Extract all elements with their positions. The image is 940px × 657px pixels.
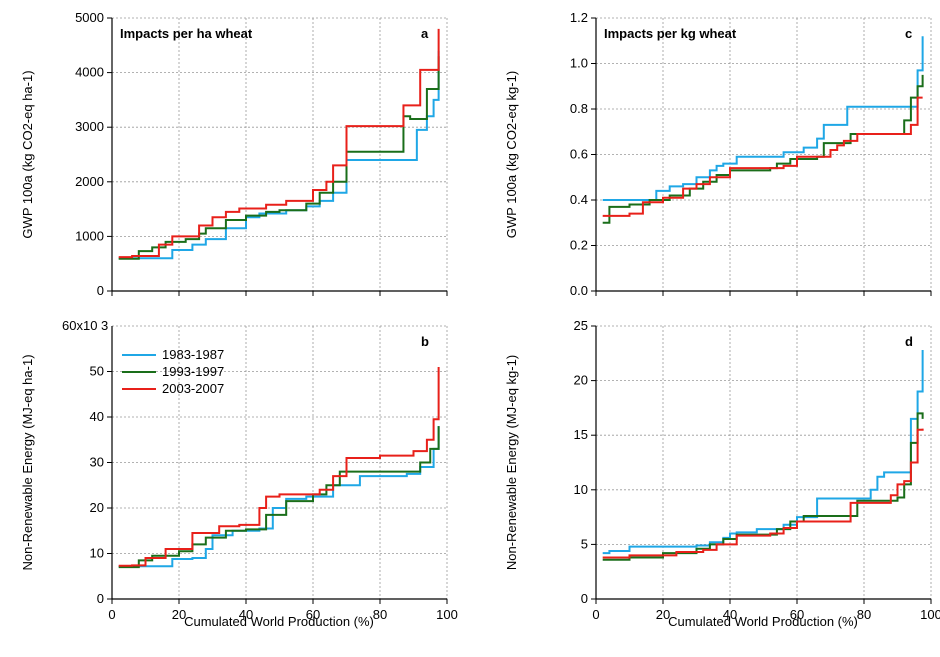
panel-letter: c — [905, 26, 912, 41]
x-tick-label: 100 — [436, 607, 458, 622]
panel-c: 0.0 0.2 0.4 0.6 0.8 1.0 1.2 GWP 100a (kg CO2-eq… — [504, 10, 932, 298]
y-tick-label: 40 — [90, 409, 104, 424]
y-tick-label: 20 — [90, 500, 104, 515]
series-line-1993-1997 — [118, 426, 440, 569]
series-line-1983-1987 — [602, 36, 924, 201]
x-tick-label: 60 — [790, 607, 804, 622]
panel-title: Impacts per kg wheat — [604, 26, 737, 41]
y-tick-label: 0.0 — [570, 283, 588, 298]
panel-d: 0 5 10 15 20 25 0 20 40 60 80 100 Non-Renewable Ener… — [504, 318, 940, 622]
y-tick-label: 0 — [97, 591, 104, 606]
x-tick-label: 0 — [592, 607, 599, 622]
y-tick-label: 30 — [90, 455, 104, 470]
x-tick-label: 80 — [857, 607, 871, 622]
y-tick-label: 0 — [97, 283, 104, 298]
series-line-1983-1987 — [118, 50, 440, 260]
panel-a: 0 1000 2000 3000 4000 5000 GWP 100a (kg CO2-eq… — [20, 10, 448, 298]
x-tick-label: 60 — [306, 607, 320, 622]
y-tick-label: 4000 — [75, 65, 104, 80]
y-tick-label: 50 — [90, 364, 104, 379]
y-tick-label: 0.2 — [570, 238, 588, 253]
y-tick-label: 1.0 — [570, 56, 588, 71]
x-tick-label: 0 — [108, 607, 115, 622]
series-line-2003-2007 — [602, 428, 924, 559]
y-tick-label: 10 — [90, 546, 104, 561]
y-tick-label: 0.8 — [570, 101, 588, 116]
x-tick-label: 20 — [172, 607, 186, 622]
y-tick-label: 0.6 — [570, 147, 588, 162]
y-tick-label: 1000 — [75, 228, 104, 243]
panel-title: Impacts per ha wheat — [120, 26, 253, 41]
y-tick-label: 5000 — [75, 10, 104, 25]
series-line-1983-1987 — [118, 426, 440, 568]
series-line-1983-1987 — [602, 350, 924, 555]
y-axis-label: GWP 100a (kg CO2-eq ha-1) — [20, 70, 35, 238]
y-axis-label: Non-Renewable Energy (MJ-eq ha-1) — [20, 354, 35, 570]
y-tick-label: 5 — [581, 536, 588, 551]
y-tick-label: 20 — [574, 373, 588, 388]
legend-label-1993: 1993-1997 — [162, 364, 224, 379]
panel-b: 0 10 20 30 40 50 0 20 40 60 80 100 60x10 3 Non-Renewa… — [20, 318, 458, 622]
y-tick-label: 15 — [574, 427, 588, 442]
y-tick-label: 3000 — [75, 119, 104, 134]
series-line-1993-1997 — [118, 56, 440, 260]
panel-letter: a — [421, 26, 429, 41]
series-line-2003-2007 — [602, 96, 923, 217]
series-line-1993-1997 — [602, 412, 924, 561]
y-tick-label: 0.4 — [570, 192, 588, 207]
x-axis-label-right: Cumulated World Production (%) — [668, 614, 858, 629]
x-tick-label: 20 — [656, 607, 670, 622]
y-tick-label: 25 — [574, 318, 588, 333]
y-tick-label: 0 — [581, 591, 588, 606]
legend: 1983-1987 1993-1997 2003-2007 — [122, 347, 224, 396]
x-tick-label: 40 — [239, 607, 253, 622]
legend-label-1983: 1983-1987 — [162, 347, 224, 362]
x-tick-label: 80 — [373, 607, 387, 622]
y-multiplier: 60x10 3 — [62, 318, 108, 333]
y-tick-label: 1.2 — [570, 10, 588, 25]
y-axis-label: GWP 100a (kg CO2-eq kg-1) — [504, 71, 519, 238]
panel-letter: b — [421, 334, 429, 349]
panel-letter: d — [905, 334, 913, 349]
y-axis-label: Non-Renewable Energy (MJ-eq kg-1) — [504, 355, 519, 570]
series-line-2003-2007 — [118, 366, 440, 567]
y-tick-label: 2000 — [75, 174, 104, 189]
series-line-1993-1997 — [602, 74, 924, 224]
legend-label-2003: 2003-2007 — [162, 381, 224, 396]
y-tick-label: 10 — [574, 482, 588, 497]
x-tick-label: 40 — [723, 607, 737, 622]
x-tick-label: 100 — [920, 607, 940, 622]
x-axis-label-left: Cumulated World Production (%) — [184, 614, 374, 629]
series-line-2003-2007 — [118, 28, 440, 259]
